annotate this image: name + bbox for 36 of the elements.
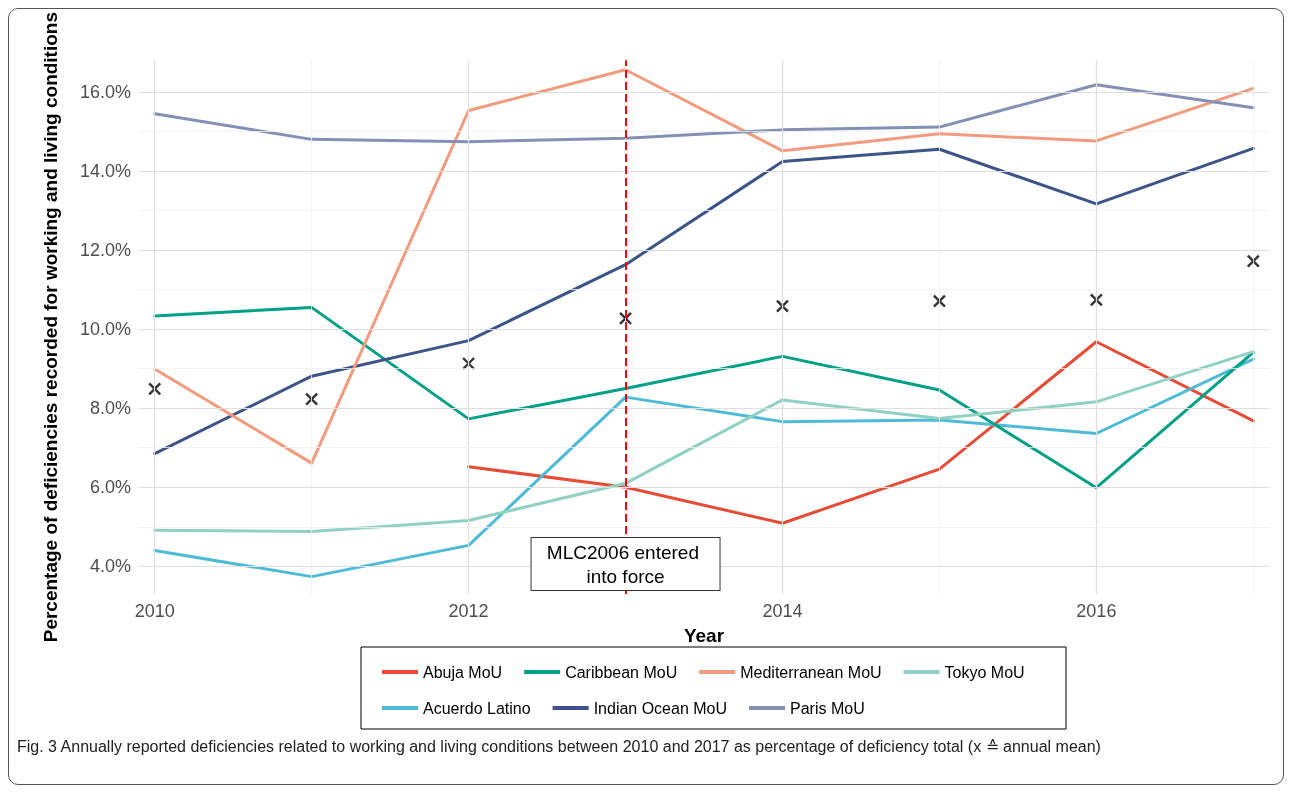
legend-label: Tokyo MoU [944,663,1025,681]
ref-line-label: MLC2006 entered into force [546,541,705,587]
legend-label: Acuerdo Latino [423,699,531,717]
line-series [153,68,1255,465]
y-tick-label: 10.0% [79,319,131,340]
point [304,392,319,406]
line-series [153,305,1255,490]
legend-label: Caribbean MoU [565,663,678,681]
point [1246,254,1261,268]
point [1089,293,1104,307]
line-series [153,146,1255,456]
x-tick-label: 2014 [762,601,803,621]
x-tick-label: 2010 [134,601,175,621]
x-tick-label: 2012 [448,601,489,621]
caption: Fig. 3 Annually reported deficiencies related to working and living conditions between 2010 and 2017 as percentage of deficiency total (x ≙ annual mean) [16,737,1102,757]
y-tick-label: 16.0% [79,81,131,102]
legend-label: Abuja MoU [423,663,503,681]
y-tick-label: 4.0% [89,556,131,577]
legend-label: Indian Ocean MoU [593,699,728,717]
point [932,294,947,308]
line-series [467,340,1255,525]
y-tick-label: 14.0% [79,160,131,181]
legend-label: Paris MoU [790,699,865,717]
point [147,382,162,396]
y-tick-label: 6.0% [89,477,131,498]
point [775,299,790,313]
line-series [153,83,1255,144]
x-tick-label: 2016 [1076,601,1117,621]
point [461,356,476,371]
y-tick-label: 12.0% [79,240,131,261]
y-tick-label: 8.0% [89,398,131,419]
line-series [153,350,1255,534]
y-axis-title: Percentage of deficiencies recorded for working and living conditions [39,12,61,643]
legend-label: Mediterranean MoU [740,663,882,681]
x-axis-title: Year [683,625,725,646]
point [618,311,633,326]
